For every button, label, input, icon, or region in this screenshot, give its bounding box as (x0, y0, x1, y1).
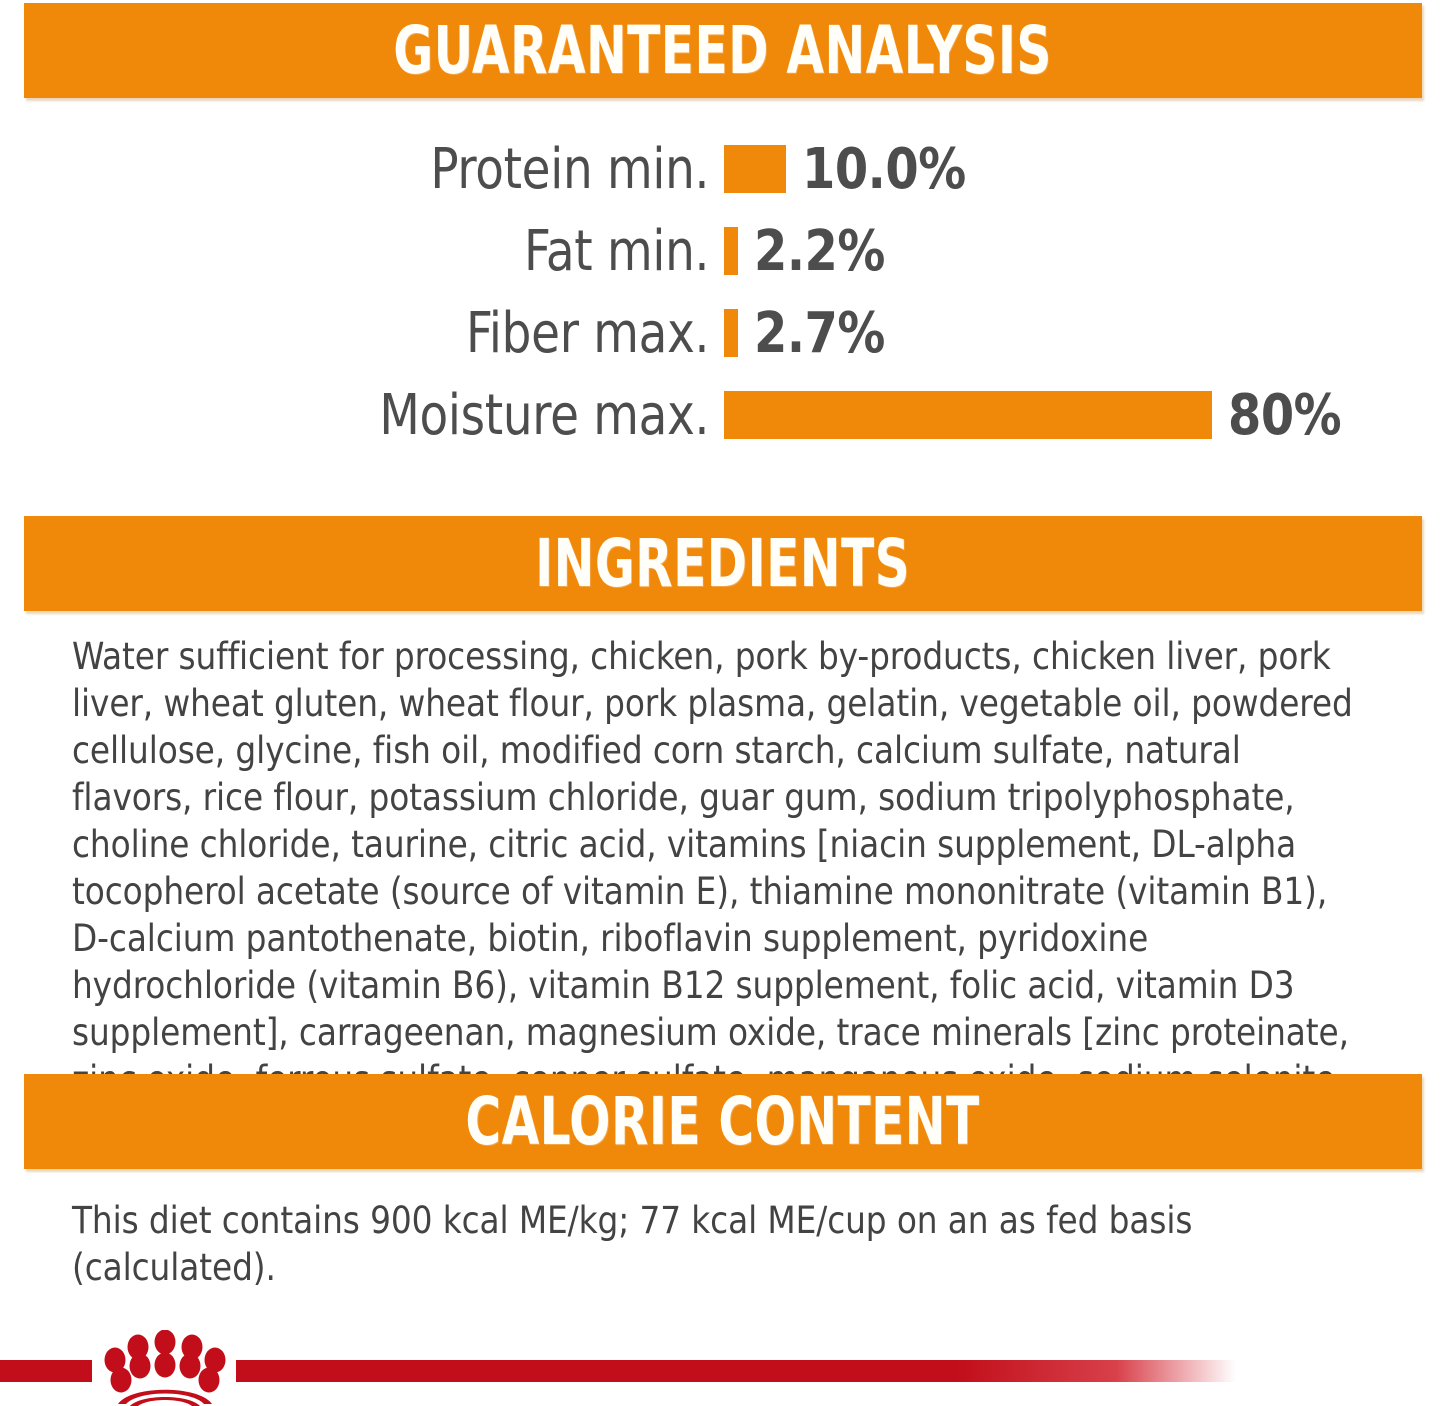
analysis-row-fiber: Fiber max. 2.7% (0, 292, 1445, 374)
guaranteed-analysis-title: GUARANTEED ANALYSIS (393, 11, 1053, 89)
guaranteed-analysis-chart: Protein min. 10.0% Fat min. 2.2% Fiber m… (0, 128, 1445, 456)
analysis-bar-moisture (724, 391, 1212, 439)
calorie-content-title: CALORIE CONTENT (465, 1082, 981, 1160)
analysis-label-moisture: Moisture max. (379, 382, 710, 448)
analysis-label-fat: Fat min. (523, 218, 710, 284)
footer-rule-left (0, 1360, 92, 1382)
analysis-bar-fat (724, 227, 738, 275)
ingredients-paragraph: Water sufficient for processing, chicken… (72, 635, 1353, 1148)
analysis-bar-group-protein: 10.0% (724, 137, 1445, 202)
ingredients-header-bar: INGREDIENTS (24, 516, 1422, 611)
royal-canin-crown-icon (104, 1330, 226, 1406)
analysis-value-protein: 10.0% (802, 136, 966, 202)
analysis-bar-protein (724, 145, 786, 193)
analysis-value-moisture: 80% (1228, 382, 1342, 448)
analysis-label-protein: Protein min. (430, 136, 710, 202)
calorie-content-header-bar: CALORIE CONTENT (24, 1074, 1422, 1169)
footer-rule-right (236, 1360, 1236, 1382)
analysis-label-fiber: Fiber max. (466, 300, 710, 366)
analysis-bar-group-fat: 2.2% (724, 219, 1445, 284)
analysis-bar-group-moisture: 80% (724, 383, 1445, 448)
ingredients-title: INGREDIENTS (535, 524, 911, 602)
analysis-bar-fiber (724, 309, 738, 357)
analysis-row-fat: Fat min. 2.2% (0, 210, 1445, 292)
guaranteed-analysis-header-bar: GUARANTEED ANALYSIS (24, 3, 1422, 98)
analysis-row-protein: Protein min. 10.0% (0, 128, 1445, 210)
analysis-value-fiber: 2.7% (754, 300, 885, 366)
analysis-value-fat: 2.2% (754, 218, 885, 284)
footer-logo-strip (0, 1330, 1445, 1406)
calorie-content-paragraph: This diet contains 900 kcal ME/kg; 77 kc… (72, 1199, 1193, 1289)
analysis-bar-group-fiber: 2.7% (724, 301, 1445, 366)
analysis-row-moisture: Moisture max. 80% (0, 374, 1445, 456)
